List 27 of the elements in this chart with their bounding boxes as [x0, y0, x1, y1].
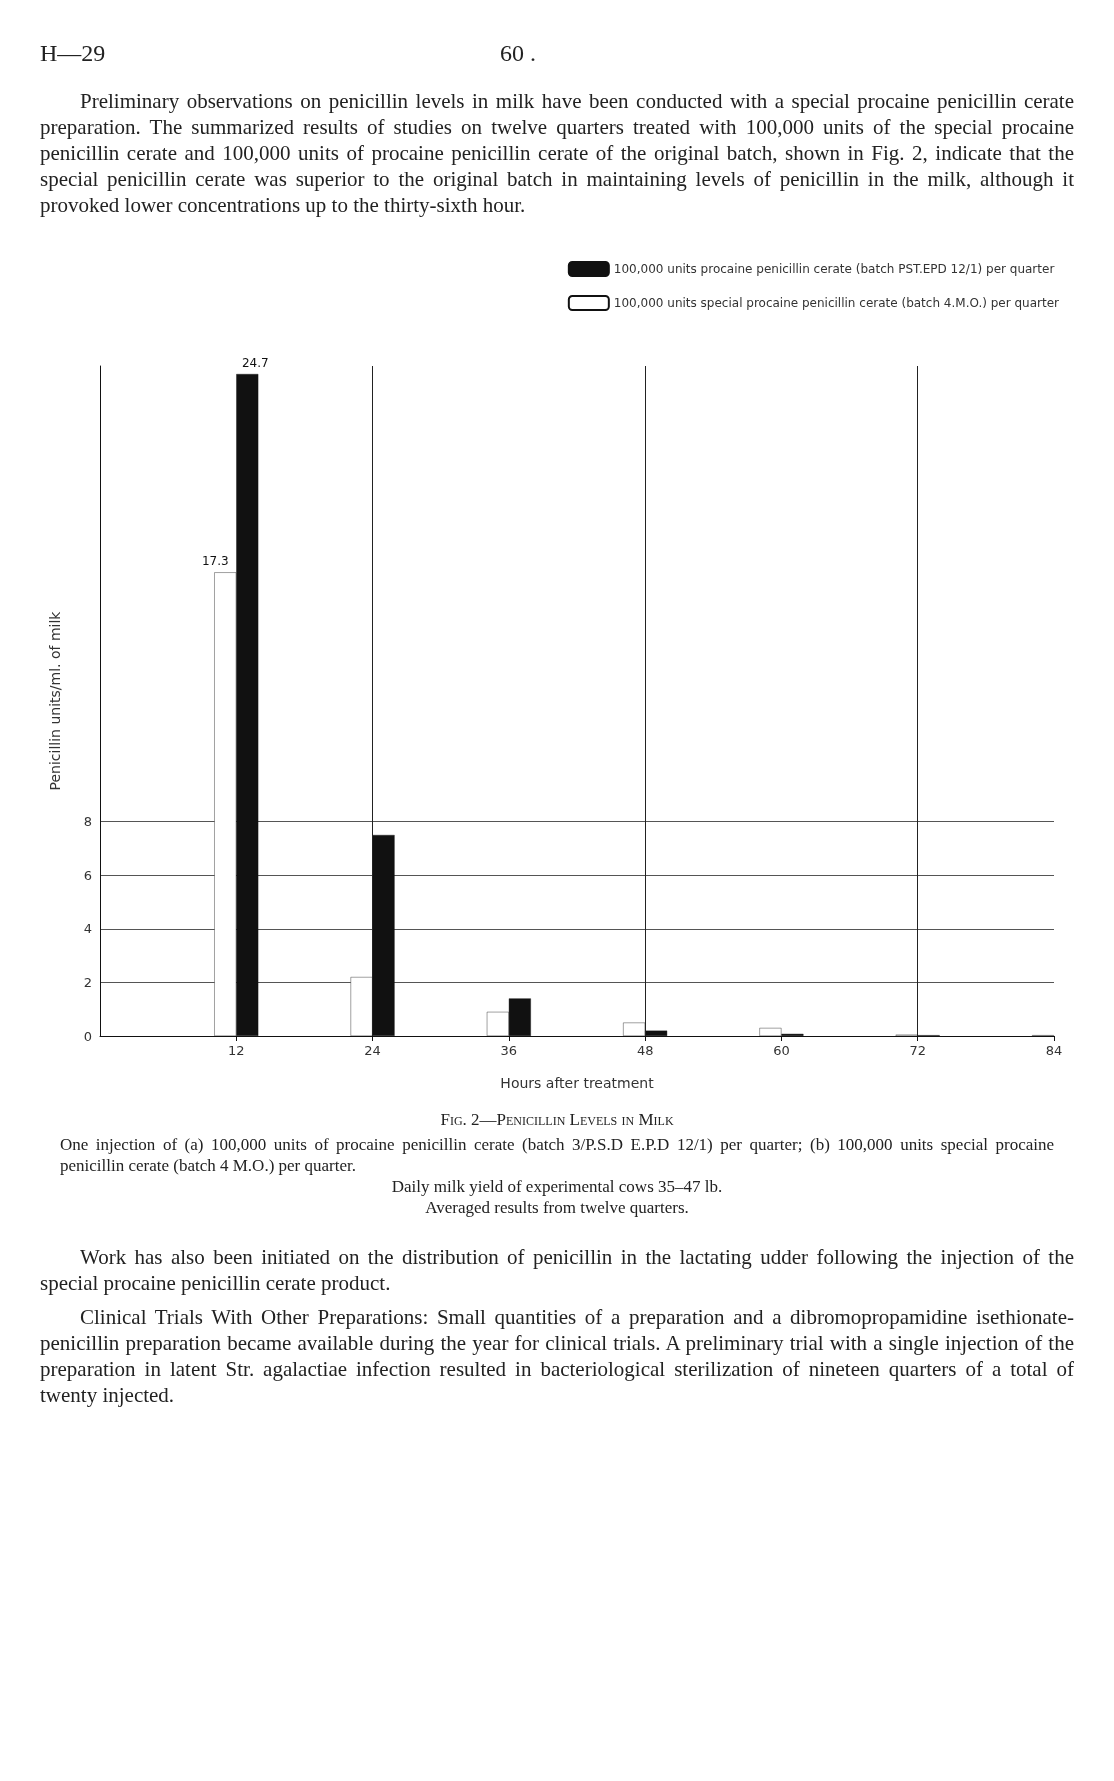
x-tick-label: 12: [228, 1043, 245, 1058]
text: 60 .: [500, 40, 536, 67]
text: Work has also been initiated on the distribution of penicillin in the lactating udder following the injection of the special procaine penicillin cerate product.: [40, 1244, 1074, 1296]
x-axis-title: Hours after treatment: [500, 1075, 655, 1091]
y-axis-title: Penicillin units/ml. of milk: [47, 610, 63, 791]
y-tick-label: 2: [83, 974, 92, 990]
x-tick-label: 72: [909, 1043, 926, 1058]
data-label: 17.3: [201, 554, 229, 569]
data-label: 24.7: [241, 356, 269, 371]
text: Daily milk yield of experimental cows 35–47 lb.: [390, 1176, 724, 1197]
x-tick-label: 48: [636, 1043, 654, 1058]
text: Preliminary observations on penicillin levels in milk have been conducted with a special procaine penicillin cerate preparation. The summarized results of studies on twelve quarters treated with 100,000 units of the special procaine penicillin cerate and 100,000 units of procaine penicillin cerate of the original batch, shown in Fig. 2, indicate that the special penicillin cerate was superior to the original batch in maintaining levels of penicillin in the milk, although it provoked lower concentrations up to the thirty-sixth hour.: [40, 88, 1074, 218]
x-tick-label: 36: [500, 1043, 518, 1058]
text: One injection of (a) 100,000 units of procaine penicillin cerate (batch 3/P.S.D E.P.D 12/1) per quarter; (b) 100,000 units special procaine penicillin cerate (batch 4 M.O.) per quarter.: [59, 1134, 1055, 1176]
x-tick-label: 84: [1045, 1043, 1063, 1058]
text: Averaged results from twelve quarters.: [424, 1197, 690, 1218]
y-tick-label: 8: [83, 814, 92, 830]
y-tick-label: 4: [83, 921, 92, 937]
legend-label: 100,000 units special procaine penicillin cerate (batch 4.M.O.) per quarter: [613, 296, 1060, 310]
y-tick-label: 0: [83, 1028, 92, 1044]
text: Clinical Trials With Other Preparations: Small quantities of a preparation and a dibromopropamidine isethionate-penicillin preparation became available during the year for clinical trials. A preliminary trial with a single injection of the preparation in latent Str. agalactiae infection resulted in bacteriological sterilization of nineteen quarters of a total of twenty injected.: [40, 1304, 1074, 1408]
x-tick-label: 24: [364, 1043, 381, 1058]
text: Fig. 2—Penicillin Levels in Milk: [439, 1110, 675, 1130]
x-tick-label: 60: [773, 1043, 790, 1058]
text: H—29: [40, 40, 106, 67]
legend-label: 100,000 units procaine penicillin cerate (batch PST.EPD 12/1) per quarter: [613, 262, 1055, 276]
y-tick-label: 6: [83, 867, 92, 883]
